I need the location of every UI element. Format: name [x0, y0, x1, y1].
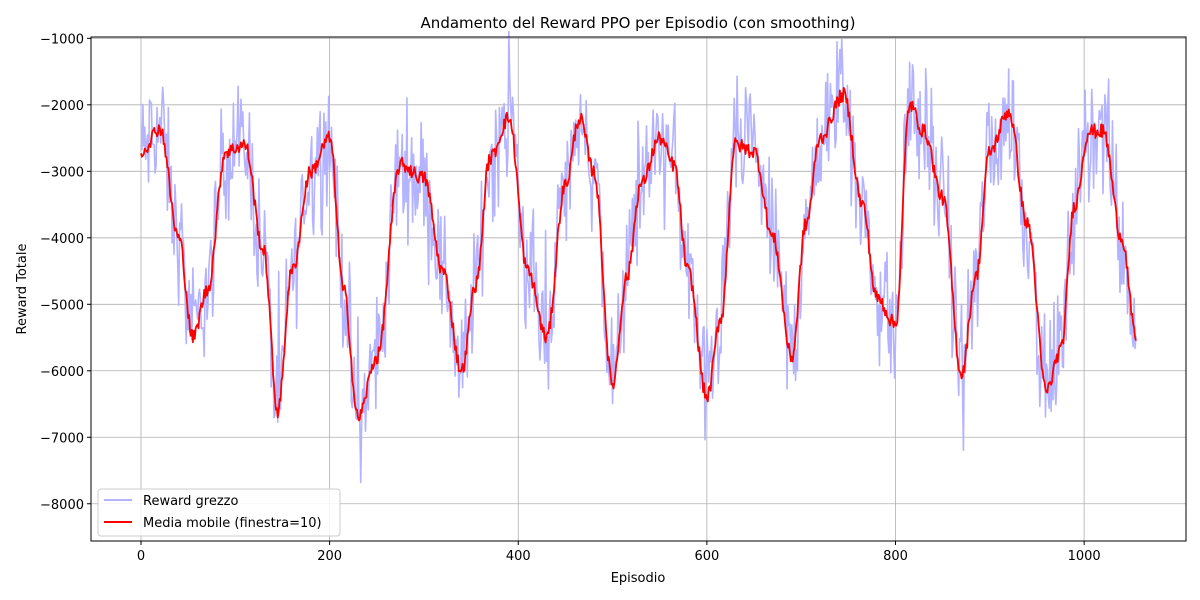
x-tick-label: 600 [694, 549, 719, 564]
x-tick-label: 800 [883, 549, 908, 564]
y-tick-label: −3000 [40, 165, 84, 180]
y-tick-label: −1000 [40, 32, 84, 47]
y-tick-label: −2000 [40, 99, 84, 114]
y-tick-label: −8000 [40, 498, 84, 513]
plot-frame [90, 36, 1187, 542]
x-tick-label: 0 [137, 549, 145, 564]
x-tick-label: 400 [506, 549, 531, 564]
x-axis: 0 200 400 600 800 1000 [137, 541, 1101, 564]
x-axis-label: Episodio [611, 571, 666, 586]
legend-label-raw: Reward grezzo [143, 494, 239, 509]
y-tick-label: −7000 [40, 431, 84, 446]
chart-title: Andamento del Reward PPO per Episodio (c… [421, 14, 856, 32]
x-tick-label: 1000 [1068, 549, 1101, 564]
y-tick-label: −5000 [40, 298, 84, 313]
legend: Reward grezzo Media mobile (finestra=10) [97, 488, 341, 537]
legend-label-smooth: Media mobile (finestra=10) [143, 516, 322, 531]
y-tick-label: −4000 [40, 232, 84, 247]
y-axis-label: Reward Totale [15, 244, 30, 335]
series-line-moving-average [140, 86, 1137, 422]
y-axis: −8000 −7000 −6000 −5000 −4000 −3000 −2000 −1000 [40, 32, 91, 513]
plot-area [140, 30, 1137, 484]
x-tick-label: 200 [317, 549, 342, 564]
y-tick-label: −6000 [40, 365, 84, 380]
legend-box [97, 488, 341, 537]
